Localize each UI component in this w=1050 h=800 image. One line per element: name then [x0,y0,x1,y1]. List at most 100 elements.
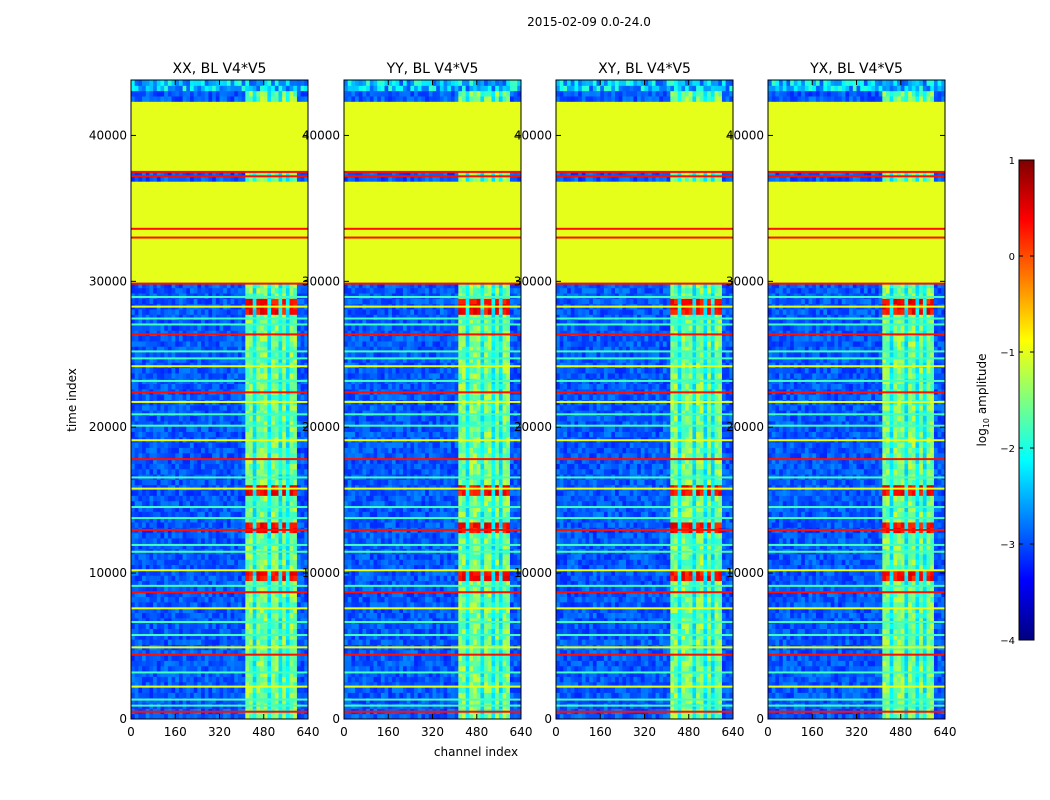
heatmap-cell [223,463,228,470]
heatmap-cell [212,676,217,683]
heatmap-cell [175,250,180,257]
heatmap-cell [175,431,180,438]
heatmap-cell [289,351,294,358]
heatmap-cell [175,697,180,704]
heatmap-cell [215,383,220,390]
heatmap-cell [289,601,294,608]
heatmap-cell [190,559,195,566]
heatmap-cell [230,452,235,459]
heatmap-cell [178,601,184,608]
heatmap-cell [142,255,147,262]
heatmap-cell [197,165,202,172]
heatmap-cell [252,697,257,704]
heatmap-cell [223,612,228,619]
heatmap-cell [186,639,191,645]
heatmap-cell [164,442,169,448]
heatmap-cell [160,239,165,246]
heatmap-cell [145,495,150,502]
heatmap-cell [138,511,143,518]
heatmap-cell [215,239,220,246]
heatmap-cell [156,660,161,667]
heatmap-cell [145,442,150,448]
heatmap-cell [219,250,224,257]
heatmap-cell [215,261,220,267]
heatmap-cell [145,218,150,225]
heatmap-cell [138,410,143,416]
heatmap-cell [237,404,243,411]
heatmap-cell [186,175,191,182]
heatmap-cell [304,335,308,342]
heatmap-cell [256,319,261,326]
heatmap-cell [260,250,265,257]
heatmap-cell [271,165,276,172]
heatmap-cell [219,367,224,374]
heatmap-cell [271,628,276,635]
heatmap-cell [289,308,294,315]
heatmap-cell [234,564,239,571]
heatmap-cell [226,351,232,358]
heatmap-cell [160,181,165,187]
heatmap-cell [219,186,224,193]
heatmap-cell [289,340,294,347]
heatmap-cell [153,335,158,342]
heatmap-cell [226,410,232,416]
heatmap-cell [226,447,232,454]
heatmap-cell [175,340,180,347]
heatmap-cell [175,175,180,182]
heatmap-cell [153,665,158,672]
heatmap-cell [201,372,206,379]
heatmap-cell [142,415,147,422]
heatmap-cell [193,250,198,257]
heatmap-cell [178,202,184,209]
heatmap-cell [282,569,287,576]
heatmap-cell [256,410,261,416]
heatmap-cell [197,426,202,432]
heatmap-cell [175,410,180,416]
heatmap-cell [215,442,220,448]
heatmap-cell [223,202,228,209]
heatmap-cell [212,415,217,422]
heatmap-cell [263,346,268,353]
heatmap-cell [300,340,305,347]
heatmap-cell [263,261,268,267]
heatmap-cell [256,607,261,613]
heatmap-cell [212,308,217,315]
heatmap-cell [285,607,291,613]
heatmap-cell [190,431,195,438]
heatmap-cell [293,468,298,475]
heatmap-cell [208,447,213,454]
heatmap-cell [241,447,246,454]
heatmap-cell [289,293,294,299]
heatmap-cell [208,692,213,699]
heatmap-cell [204,175,209,182]
heatmap-cell [215,655,220,661]
heatmap-cell [182,655,187,661]
heatmap-cell [278,191,283,198]
heatmap-cell [190,676,195,683]
heatmap-cell [193,468,198,475]
heatmap-cell [249,351,254,358]
heatmap-cell [171,697,176,704]
heatmap-cell [138,559,143,566]
heatmap-cell [212,362,217,369]
heatmap-cell [245,617,250,624]
heatmap-cell [160,612,165,619]
heatmap-cell [226,383,232,390]
heatmap-cell [234,697,239,704]
heatmap-cell [274,607,279,613]
heatmap-cell [171,516,176,523]
heatmap-cell [186,649,191,656]
heatmap-cell [241,250,246,257]
heatmap-cell [156,532,161,539]
heatmap-cell [241,559,246,566]
heatmap-cell [156,479,161,486]
heatmap-cell [252,591,257,598]
heatmap-cell [271,633,276,640]
heatmap-cell [278,426,283,432]
heatmap-cell [285,506,291,512]
heatmap-cell [201,553,206,560]
heatmap-cell [204,506,209,512]
heatmap-cell [134,282,139,289]
heatmap-cell [223,335,228,342]
heatmap-cell [145,623,150,629]
